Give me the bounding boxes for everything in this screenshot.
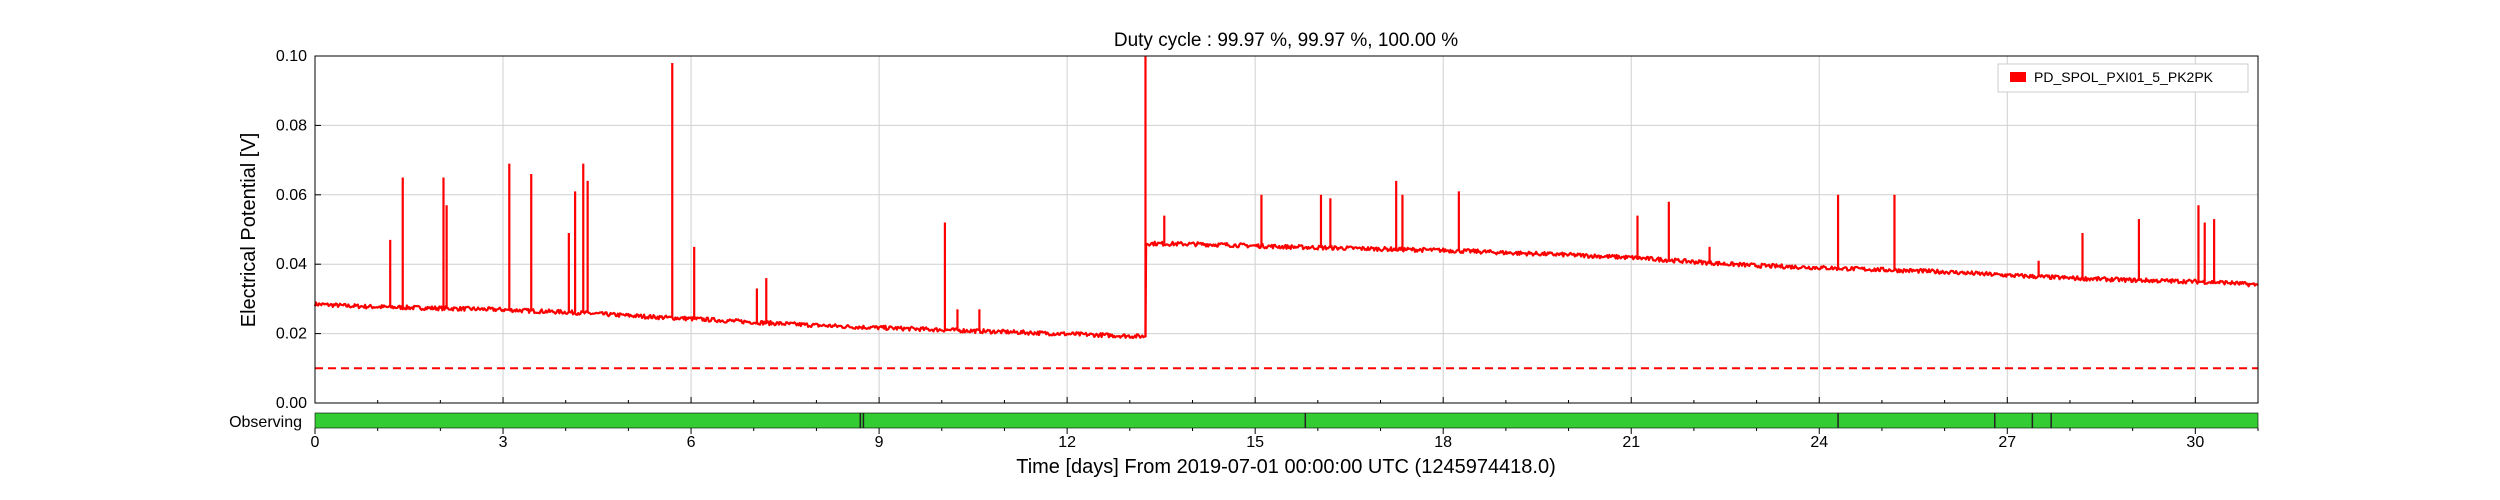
state-bar-label: Observing xyxy=(229,414,302,431)
x-tick-label: 21 xyxy=(1622,434,1640,451)
x-tick-label: 9 xyxy=(875,434,884,451)
plot-background xyxy=(315,56,2258,403)
chart-title: Duty cycle : 99.97 %, 99.97 %, 100.00 % xyxy=(1114,30,1458,51)
x-tick-label: 0 xyxy=(311,434,320,451)
y-tick-label: 0.08 xyxy=(276,117,307,134)
state-bar: Observing xyxy=(229,412,2259,431)
y-tick-label: 0.06 xyxy=(276,187,307,204)
x-ticks: 0 3 6 9 12 15 18 21 24 27 30 xyxy=(311,428,2259,451)
y-tick-label: 0.04 xyxy=(276,256,307,273)
y-axis-label: Electrical Potential [V] xyxy=(238,133,260,328)
state-bar-segment xyxy=(314,412,2259,429)
x-tick-label: 24 xyxy=(1810,434,1828,451)
series-line xyxy=(313,240,2259,340)
legend-swatch xyxy=(2010,72,2026,82)
grid xyxy=(315,56,2258,403)
y-tick-label: 0.10 xyxy=(276,48,307,65)
state-bar-gaps xyxy=(859,413,2052,428)
x-tick-label: 15 xyxy=(1246,434,1264,451)
x-tick-label: 30 xyxy=(2186,434,2204,451)
ticks: 0.00 0.02 0.04 0.06 0.08 0.10 xyxy=(276,48,2259,412)
series-layer xyxy=(313,56,2259,370)
plot-frame xyxy=(314,55,2259,404)
x-axis-label: Time [days] From 2019-07-01 00:00:00 UTC… xyxy=(1016,456,1556,478)
x-tick-label: 6 xyxy=(687,434,696,451)
x-tick-label: 3 xyxy=(499,434,508,451)
y-tick-label: 0.02 xyxy=(276,326,307,343)
x-tick-label: 12 xyxy=(1058,434,1076,451)
x-tick-label: 27 xyxy=(1998,434,2016,451)
legend: PD_SPOL_PXI01_5_PK2PK xyxy=(1997,63,2249,93)
legend-label: PD_SPOL_PXI01_5_PK2PK xyxy=(2034,69,2214,85)
legend-box xyxy=(1997,63,2249,93)
x-tick-label: 18 xyxy=(1434,434,1452,451)
y-tick-label: 0.00 xyxy=(276,395,307,412)
